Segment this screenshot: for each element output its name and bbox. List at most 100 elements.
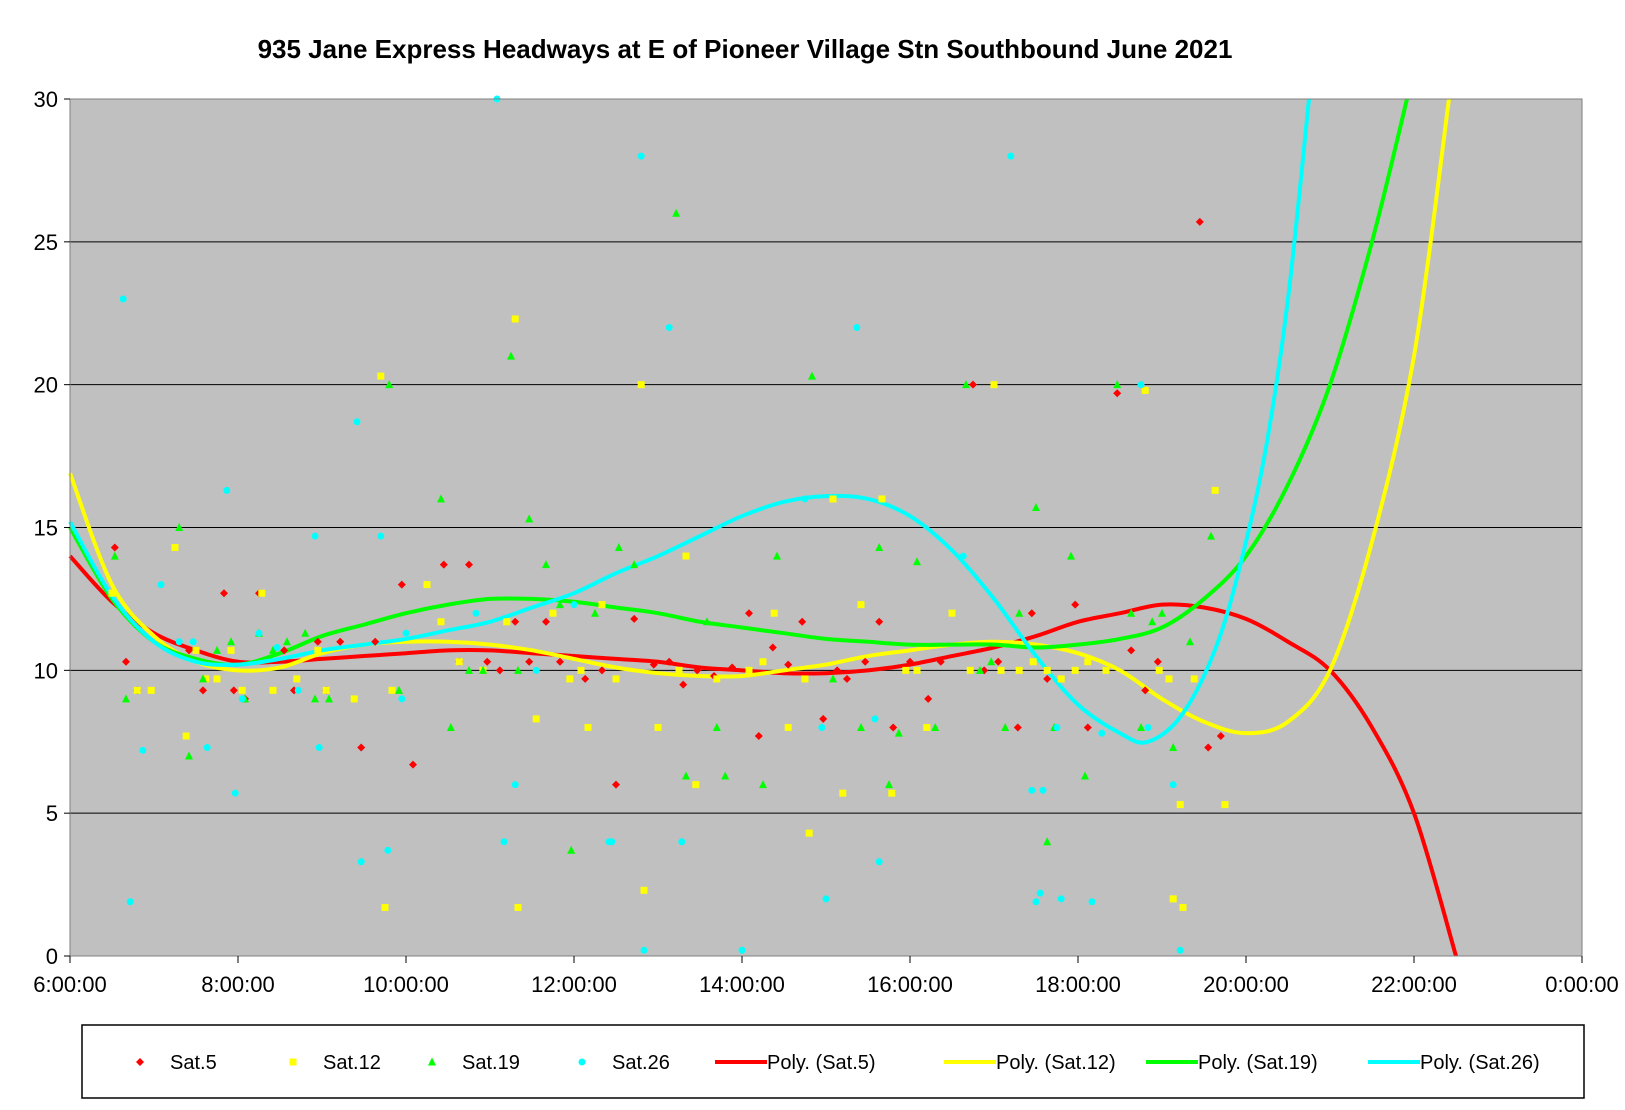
data-point bbox=[1057, 675, 1065, 683]
data-point bbox=[311, 694, 319, 703]
data-point bbox=[1043, 837, 1052, 846]
data-point bbox=[969, 380, 977, 389]
data-point bbox=[703, 617, 711, 626]
data-point bbox=[525, 514, 534, 523]
data-point bbox=[273, 643, 281, 651]
data-point bbox=[314, 646, 322, 654]
x-tick-label: 12:00:00 bbox=[531, 972, 617, 997]
data-point bbox=[630, 560, 639, 569]
data-point bbox=[1039, 786, 1047, 794]
data-point bbox=[479, 665, 487, 674]
data-point bbox=[924, 694, 933, 703]
data-point bbox=[843, 674, 851, 683]
data-point bbox=[649, 660, 658, 669]
data-point bbox=[511, 315, 519, 323]
data-point bbox=[888, 789, 896, 797]
legend-swatch bbox=[578, 1058, 586, 1066]
data-point bbox=[630, 614, 639, 623]
data-point bbox=[692, 781, 700, 789]
data-point bbox=[1084, 658, 1092, 666]
data-point bbox=[371, 637, 380, 646]
data-point bbox=[1144, 723, 1152, 731]
legend: Sat.5 Sat.12 Sat.19 Sat.26 Poly. (Sat.5) Poly… bbox=[81, 1024, 1585, 1099]
x-tick-label: 14:00:00 bbox=[699, 972, 785, 997]
data-point bbox=[612, 675, 620, 683]
data-point bbox=[875, 542, 884, 551]
data-point bbox=[1032, 898, 1040, 906]
data-point bbox=[1007, 152, 1015, 160]
y-tick-label: 25 bbox=[34, 230, 58, 255]
data-point bbox=[728, 663, 737, 672]
data-point bbox=[202, 675, 210, 683]
data-point bbox=[439, 560, 448, 569]
data-point bbox=[1141, 686, 1150, 695]
data-point bbox=[1141, 386, 1149, 394]
data-point bbox=[567, 845, 576, 854]
data-point bbox=[542, 560, 550, 569]
data-point bbox=[223, 486, 231, 494]
data-point bbox=[1098, 729, 1106, 737]
data-point bbox=[139, 746, 147, 754]
data-point bbox=[229, 686, 238, 695]
data-point bbox=[311, 532, 319, 540]
data-point bbox=[1127, 608, 1136, 617]
data-point bbox=[110, 543, 119, 552]
data-point bbox=[185, 751, 193, 760]
legend-label: Sat.5 bbox=[170, 1052, 217, 1074]
data-point bbox=[189, 638, 197, 646]
data-point bbox=[514, 903, 522, 911]
data-point bbox=[213, 675, 221, 683]
data-point bbox=[1190, 675, 1198, 683]
data-point bbox=[1029, 658, 1037, 666]
data-point bbox=[665, 324, 673, 332]
data-point bbox=[1102, 666, 1110, 674]
data-point bbox=[507, 351, 515, 360]
data-point bbox=[126, 898, 134, 906]
legend-swatch bbox=[136, 1058, 144, 1066]
data-point bbox=[199, 674, 207, 683]
data-point bbox=[861, 657, 870, 666]
data-point bbox=[1186, 637, 1194, 646]
data-point bbox=[549, 609, 557, 617]
data-point bbox=[693, 666, 702, 675]
data-point bbox=[409, 760, 417, 769]
legend-label: Sat.26 bbox=[612, 1052, 670, 1074]
data-point bbox=[853, 324, 861, 332]
data-point bbox=[1013, 723, 1022, 732]
data-point bbox=[220, 589, 228, 598]
data-point bbox=[269, 686, 277, 694]
data-point bbox=[213, 645, 221, 654]
data-point bbox=[1137, 722, 1145, 731]
data-point bbox=[388, 686, 396, 694]
data-point bbox=[839, 789, 847, 797]
data-point bbox=[532, 715, 540, 723]
data-point bbox=[798, 617, 807, 626]
legend-label: Poly. (Sat.19) bbox=[1198, 1052, 1318, 1074]
data-point bbox=[1155, 666, 1163, 674]
legend-box bbox=[81, 1024, 1585, 1099]
data-point bbox=[1088, 898, 1096, 906]
x-tick-label: 18:00:00 bbox=[1035, 972, 1121, 997]
data-point bbox=[294, 686, 302, 694]
data-point bbox=[1036, 889, 1044, 897]
data-point bbox=[894, 728, 903, 737]
data-point bbox=[721, 771, 730, 780]
data-point bbox=[437, 618, 445, 626]
legend-label: Poly. (Sat.12) bbox=[996, 1052, 1116, 1074]
data-point bbox=[1204, 743, 1213, 752]
data-point bbox=[745, 666, 753, 674]
data-point bbox=[122, 694, 130, 703]
data-point bbox=[1216, 732, 1225, 741]
data-point bbox=[682, 552, 690, 560]
data-point bbox=[857, 601, 865, 609]
y-tick-label: 20 bbox=[34, 373, 58, 398]
data-point bbox=[483, 657, 492, 666]
x-tick-label: 0:00:00 bbox=[1545, 972, 1618, 997]
data-point bbox=[283, 637, 291, 646]
data-point bbox=[889, 723, 898, 732]
data-point bbox=[133, 686, 141, 694]
data-point bbox=[514, 665, 522, 674]
data-point bbox=[682, 771, 690, 780]
legend-swatch bbox=[289, 1058, 297, 1066]
data-point bbox=[398, 695, 406, 703]
